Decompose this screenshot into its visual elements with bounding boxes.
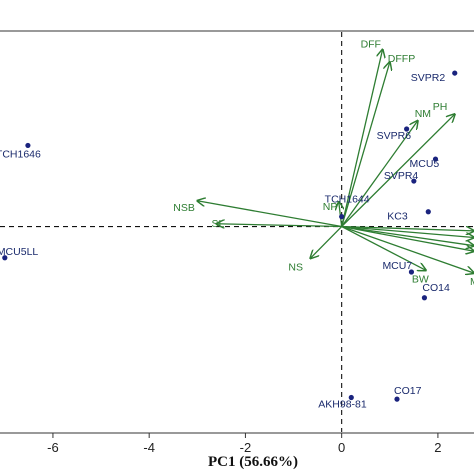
vector-label-nsb: NSB [173,202,195,214]
vector-label-ns: NS [288,261,303,273]
point-kc3 [425,209,431,215]
x-axis-title: PC1 (56.66%) [208,454,298,470]
point-label-svpr4: SVPR4 [384,170,419,182]
x-tick-label-3: 0 [338,440,345,455]
point-label-co17: CO17 [394,385,422,397]
vector-m [341,225,474,274]
x-axis: -6 -4 -2 0 2 [47,433,442,455]
vector-sl [217,224,342,227]
point-label-mcu5ll: MCU5LL [0,246,38,258]
vector-label-sl: SL [212,218,225,230]
vector-label-nm: NM [415,108,431,120]
point-svpr4 [411,178,417,184]
x-tick-label-2: -2 [240,440,252,455]
point-svpr2 [452,70,458,76]
point-co17 [394,396,400,402]
vector-ns [310,226,343,259]
vector-label-np: NP [323,201,338,213]
vector-unlabeled-12 [341,225,474,231]
point-svpr6 [404,126,410,132]
vector-np [339,202,342,227]
vector-unlabeled-11 [341,225,474,238]
x-tick-label-1: -4 [143,440,155,455]
point-mcu5ll [2,255,8,261]
x-tick-label-4: 2 [434,440,441,455]
point-label-tch1644: TCH1644 [325,194,370,206]
point-label-tch1646: TCH1646 [0,148,41,160]
vector-dffp [341,62,390,227]
point-label-akh98-81: AKH98-81 [318,398,367,410]
point-label-co14: CO14 [422,282,450,294]
plot-frame [0,30,474,434]
vector-nsb [197,201,342,228]
vector-ph [341,114,455,227]
x-tick-label-0: -6 [47,440,59,455]
point-tch1646 [25,142,31,149]
vector-label-ph: PH [433,101,448,113]
vector-nm [341,121,418,227]
vector-label-bw: BW [412,273,429,285]
vector-bw [341,225,426,271]
point-mcu5 [432,156,439,162]
vector-label-dff: DFF [361,39,381,51]
point-co14 [421,295,428,301]
vector-dff [341,50,383,227]
point-akh98-81 [348,394,354,401]
point-label-kc3: KC3 [387,211,408,223]
point-label-mcu5: MCU5 [410,158,440,170]
vector-label-m: M [470,276,474,288]
point-tch1644 [339,214,345,220]
reference-lines [0,32,474,432]
vector-unlabeled-10 [341,225,474,246]
vector-unlabeled-13 [341,225,474,252]
vector-label-dffp: DFFP [388,53,415,65]
point-mcu7 [408,269,415,275]
point-label-svpr6: SVPR6 [377,130,412,142]
point-label-svpr2: SVPR2 [411,72,446,84]
point-label-mcu7: MCU7 [382,260,412,272]
